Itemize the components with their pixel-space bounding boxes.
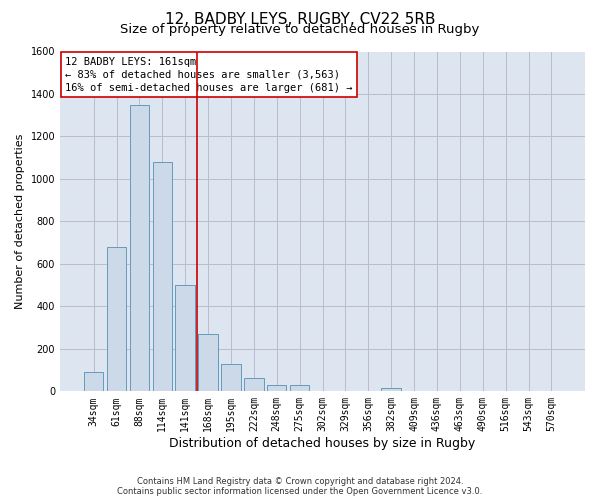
Bar xyxy=(221,364,241,392)
Bar xyxy=(152,162,172,392)
Bar xyxy=(244,378,263,392)
Bar xyxy=(382,388,401,392)
Bar xyxy=(175,285,195,392)
Bar xyxy=(290,385,310,392)
Bar xyxy=(107,247,126,392)
Text: Contains HM Land Registry data © Crown copyright and database right 2024.
Contai: Contains HM Land Registry data © Crown c… xyxy=(118,476,482,496)
Bar xyxy=(267,385,286,392)
Bar xyxy=(84,372,103,392)
Bar xyxy=(130,104,149,392)
Text: Size of property relative to detached houses in Rugby: Size of property relative to detached ho… xyxy=(121,22,479,36)
Bar xyxy=(199,334,218,392)
Text: 12 BADBY LEYS: 161sqm
← 83% of detached houses are smaller (3,563)
16% of semi-d: 12 BADBY LEYS: 161sqm ← 83% of detached … xyxy=(65,56,353,93)
X-axis label: Distribution of detached houses by size in Rugby: Distribution of detached houses by size … xyxy=(169,437,476,450)
Text: 12, BADBY LEYS, RUGBY, CV22 5RB: 12, BADBY LEYS, RUGBY, CV22 5RB xyxy=(165,12,435,28)
Y-axis label: Number of detached properties: Number of detached properties xyxy=(15,134,25,309)
